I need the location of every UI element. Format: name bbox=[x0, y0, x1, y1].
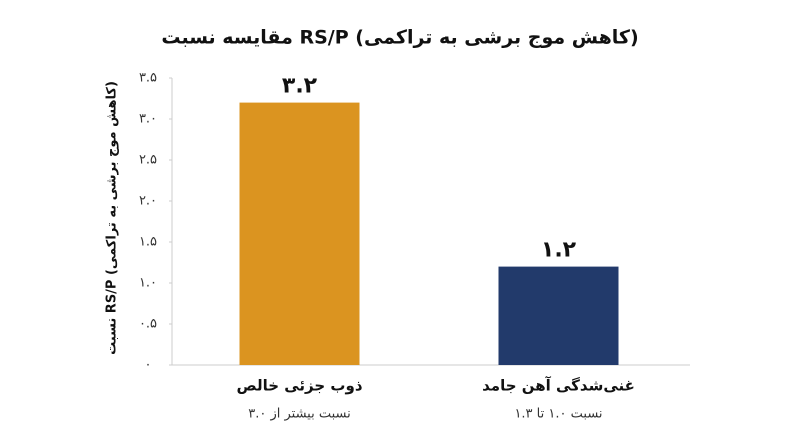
y-axis-label: نسبت RS/P (کاهش موج برشی به تراکمی) bbox=[105, 81, 120, 355]
bar bbox=[498, 266, 619, 365]
y-tick-label: ۳.۵ bbox=[139, 71, 157, 86]
y-tick-label: ۰.۵ bbox=[139, 317, 157, 332]
category-note: نسبت ۱.۰ تا ۱.۳ bbox=[514, 407, 602, 422]
x-tick-label: غنی‌شدگی آهن جامد bbox=[482, 377, 635, 395]
category-note: نسبت بیشتر از ۳.۰ bbox=[248, 407, 351, 422]
value-label: ۱.۲ bbox=[541, 238, 577, 263]
y-tick-label: ۲.۵ bbox=[139, 153, 157, 168]
x-tick-label: ذوب جزئی خالص bbox=[236, 377, 362, 395]
y-tick-label: ۲.۰ bbox=[139, 194, 157, 209]
bar bbox=[239, 102, 360, 365]
chart-title: مقایسه نسبت RS/P (کاهش موج برشی به تراکم… bbox=[161, 27, 638, 49]
y-tick-label: ۳.۰ bbox=[139, 112, 157, 127]
y-tick-label: ۰ bbox=[145, 358, 152, 373]
value-label: ۳.۲ bbox=[282, 74, 318, 99]
y-tick-label: ۱.۵ bbox=[139, 235, 157, 250]
y-tick-label: ۱.۰ bbox=[139, 276, 157, 291]
